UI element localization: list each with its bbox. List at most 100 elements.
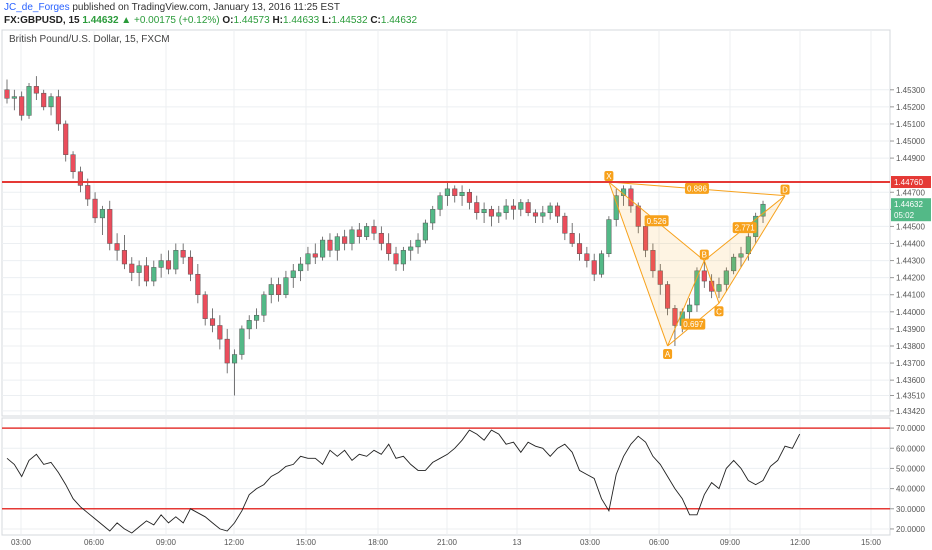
candle-body — [731, 256, 737, 272]
candle-down — [114, 233, 120, 261]
time-tick-label: 03:00 — [580, 538, 601, 547]
candle-up — [503, 199, 509, 220]
candle-body — [63, 123, 69, 155]
price-axis: 1.45300 1.45200 1.45100 1.45000 1.44900 1.447… — [890, 86, 925, 416]
candle-body — [55, 96, 61, 125]
candle-up — [11, 89, 17, 111]
candle-up — [731, 253, 737, 275]
oscillator-tick-label: 40.0000 — [896, 485, 925, 494]
candle-body — [246, 320, 252, 330]
oscillator-tick-label: 60.0000 — [896, 444, 925, 453]
candle-down — [165, 250, 172, 275]
candle-body — [576, 243, 583, 254]
harmonic-pattern[interactable]: X A B C D 0.526 0.697 2.771 0.886 — [604, 171, 790, 359]
candle-down — [386, 233, 392, 261]
candle-down — [628, 185, 634, 213]
candle-body — [143, 265, 150, 282]
candle-up — [349, 226, 355, 251]
price-tick-label: 1.43700 — [896, 359, 925, 368]
pattern-leg-xa — [608, 181, 669, 347]
candle-body — [195, 273, 201, 295]
pattern-ratio-label: 0.886 — [687, 184, 708, 193]
symbol-label[interactable]: FX:GBPUSD, 15 — [4, 15, 80, 26]
candle-body — [378, 232, 384, 244]
candle-body — [591, 260, 597, 275]
last-price-label: 1.44632 — [894, 200, 923, 209]
candle-down — [224, 328, 230, 374]
candle-down — [4, 79, 10, 104]
candle-up — [305, 246, 311, 271]
candle-body — [151, 267, 157, 282]
candle-down — [217, 315, 223, 350]
oscillator-pane-border — [1, 417, 891, 536]
candle-down — [41, 89, 47, 111]
time-tick-label: 15:00 — [861, 538, 882, 547]
candle-body — [77, 171, 83, 186]
chart-title: British Pound/U.S. Dollar, 15, FXCM — [9, 34, 170, 45]
candle-down — [576, 233, 583, 261]
author-link[interactable]: JC_de_Forges — [4, 2, 70, 13]
time-tick-label: 09:00 — [720, 538, 741, 547]
candle-down — [562, 212, 568, 241]
candle-up — [261, 291, 267, 323]
time-tick-label: 12:00 — [224, 538, 245, 547]
bar-countdown-label: 05:02 — [894, 211, 915, 220]
candle-body — [701, 270, 707, 282]
candle-body — [349, 229, 355, 244]
price-tick-label: 1.44700 — [896, 188, 925, 197]
candle-body — [657, 270, 663, 285]
candle-down — [371, 219, 377, 241]
candle-down — [187, 250, 194, 282]
candle-body — [231, 354, 238, 364]
candle-body — [510, 205, 517, 210]
candle-body — [371, 226, 377, 234]
price-tick-label: 1.45300 — [896, 86, 925, 95]
candle-body — [19, 96, 25, 116]
candle-down — [657, 263, 663, 295]
candle-body — [430, 209, 436, 224]
candle-down — [584, 246, 590, 268]
resistance-price-label: 1.44760 — [894, 178, 923, 187]
time-tick-label: 12:00 — [790, 538, 811, 547]
candle-down — [129, 257, 135, 282]
candle-up — [26, 82, 32, 119]
candle-up — [136, 260, 142, 287]
pattern-point-marker — [663, 348, 673, 359]
pattern-point-label: B — [702, 251, 707, 260]
candle-body — [687, 304, 693, 313]
pattern-leg-ab — [667, 260, 705, 347]
pattern-point-marker — [780, 184, 790, 195]
candle-body — [518, 202, 524, 210]
candle-body — [598, 253, 605, 275]
candle-body — [540, 212, 546, 217]
candle-up — [547, 202, 553, 220]
candle-up — [760, 200, 766, 223]
pattern-point-label: A — [665, 350, 671, 359]
resistance-price-badge — [891, 176, 931, 189]
candle-down — [701, 260, 707, 288]
price-tick-label: 1.43600 — [896, 376, 925, 385]
candle-up — [687, 298, 693, 323]
candle-body — [180, 250, 186, 258]
pattern-leg-bc — [703, 260, 720, 304]
candle-body — [4, 89, 10, 99]
candle-up — [99, 205, 105, 235]
candle-up — [598, 250, 605, 278]
candle-body — [547, 205, 553, 214]
candle-up — [738, 246, 744, 268]
pattern-leg-cd — [718, 195, 786, 304]
candle-down — [180, 243, 186, 264]
pattern-ratio-badge — [732, 222, 757, 234]
candle-down — [121, 234, 127, 270]
price-tick-label: 1.45200 — [896, 103, 925, 112]
publication-line: JC_de_Forges published on TradingView.co… — [4, 2, 340, 13]
candle-body — [41, 92, 47, 108]
candle-body — [672, 308, 678, 326]
price-tick-label: 1.43800 — [896, 342, 925, 351]
candle-body — [165, 260, 172, 270]
candle-body — [33, 86, 39, 94]
candle-down — [55, 89, 61, 131]
price-pane-border — [1, 29, 891, 417]
candle-body — [305, 253, 311, 265]
